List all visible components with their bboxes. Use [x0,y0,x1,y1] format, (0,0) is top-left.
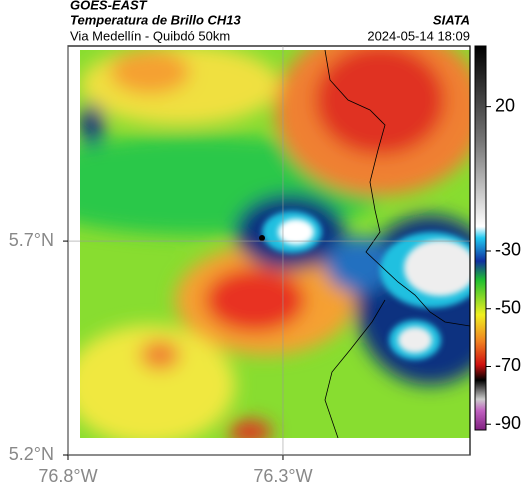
colorbar-label: -50 [495,297,521,317]
y-tick-label: 5.7°N [9,230,54,250]
temperature-field [80,50,470,438]
colorbar-label: -90 [495,413,521,433]
satellite: GOES-EAST [70,0,148,12]
x-tick-label: 76.8°W [38,466,97,486]
title: Temperatura de Brillo CH13 [70,12,242,27]
y-tick-label: 5.2°N [9,444,54,464]
colorbar-label: -30 [495,240,521,260]
org: SIATA [433,12,470,27]
timestamp: 2024-05-14 18:09 [367,28,470,43]
colorbar-label: -70 [495,355,521,375]
colorbar-label: 20 [495,95,515,115]
x-tick-label: 76.3°W [253,466,312,486]
colorbar [474,45,487,431]
subtitle: Via Medellín - Quibdó 50km [70,28,230,43]
